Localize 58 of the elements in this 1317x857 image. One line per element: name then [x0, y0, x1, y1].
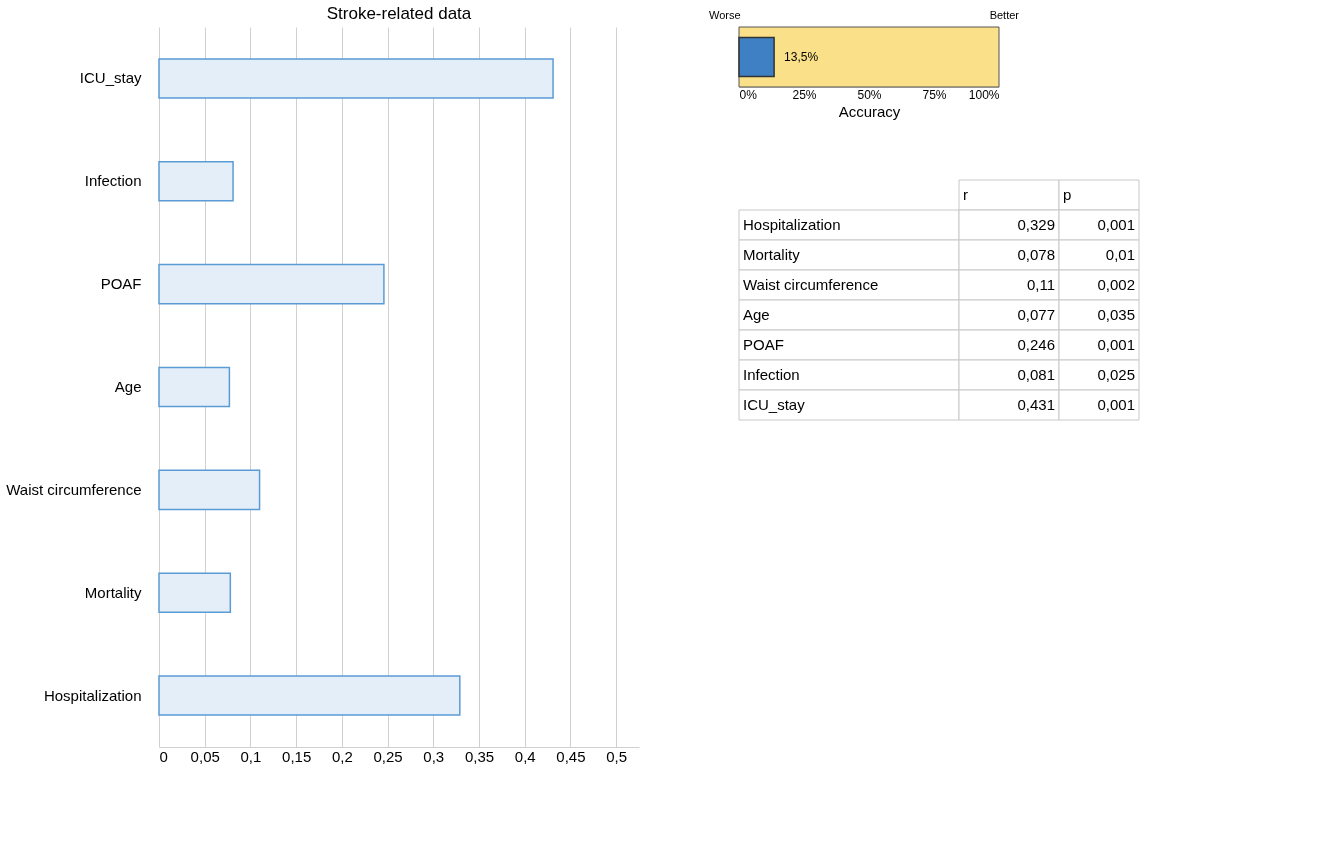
x-tick-label: 0,1: [240, 747, 262, 765]
x-tick-label: 0,3: [423, 747, 445, 765]
x-tick-label: 0,4: [514, 747, 536, 765]
x-tick-label: 0,35: [464, 747, 495, 765]
text: 0,001: [1097, 216, 1135, 233]
x-tick-label: 0,25: [373, 747, 403, 765]
x-tick-label: 0,45: [556, 747, 586, 765]
text: p: [1063, 186, 1072, 203]
text: 0,035: [1097, 306, 1135, 323]
bar: [158, 263, 385, 305]
x-tick-label: 25%: [792, 87, 817, 102]
x-tick-label: 0%: [739, 87, 758, 102]
x-tick-label: 100%: [968, 87, 1000, 102]
text: 0,025: [1097, 366, 1135, 383]
y-tick-label: POAF: [100, 275, 142, 293]
x-tick-label: 0: [159, 747, 168, 765]
bar: [158, 469, 261, 511]
text: Better: [989, 9, 1020, 21]
bar: [158, 58, 554, 99]
y-tick-label: Age: [114, 378, 142, 395]
data-label: 13,5%: [784, 50, 819, 64]
text: 0,329: [1017, 216, 1055, 233]
x-tick-label: 50%: [857, 87, 882, 102]
text: 0,431: [1017, 396, 1055, 413]
text: 0,01: [1105, 246, 1135, 263]
y-tick-label: Mortality: [84, 583, 142, 601]
bar: [158, 160, 234, 202]
text: Infection: [743, 366, 800, 383]
text: 0,246: [1017, 336, 1055, 353]
y-tick-label: Hospitalization: [43, 686, 142, 704]
x-tick-label: 0,15: [282, 747, 312, 765]
bar: [158, 572, 232, 614]
text: Waist circumference: [743, 276, 879, 293]
chart-title: Stroke-related data: [326, 4, 472, 23]
y-tick-label: ICU_stay: [79, 69, 142, 87]
text: POAF: [743, 336, 784, 353]
y-tick-label: Infection: [84, 172, 142, 190]
x-axis-title: Accuracy: [838, 102, 901, 120]
text: 0,002: [1097, 276, 1135, 293]
text: Mortality: [743, 246, 801, 263]
bar: [158, 366, 231, 408]
text: r: [963, 186, 968, 203]
text: Age: [743, 306, 770, 323]
text: 0,081: [1017, 366, 1055, 383]
text: 0,11: [1026, 276, 1055, 293]
text: 0,078: [1017, 246, 1055, 263]
bar: [158, 675, 461, 716]
x-tick-label: 0,5: [606, 747, 628, 765]
text: Worse: [709, 9, 741, 21]
text: 0,077: [1017, 306, 1055, 323]
x-tick-label: 0,05: [190, 747, 220, 765]
text: Hospitalization: [743, 216, 841, 233]
y-tick-label: Waist circumference: [6, 480, 142, 498]
text: 0,001: [1097, 396, 1135, 413]
x-tick-label: 0,2: [331, 747, 353, 765]
text: ICU_stay: [743, 396, 806, 413]
text: 0,001: [1097, 336, 1135, 353]
x-tick-label: 75%: [922, 87, 947, 102]
